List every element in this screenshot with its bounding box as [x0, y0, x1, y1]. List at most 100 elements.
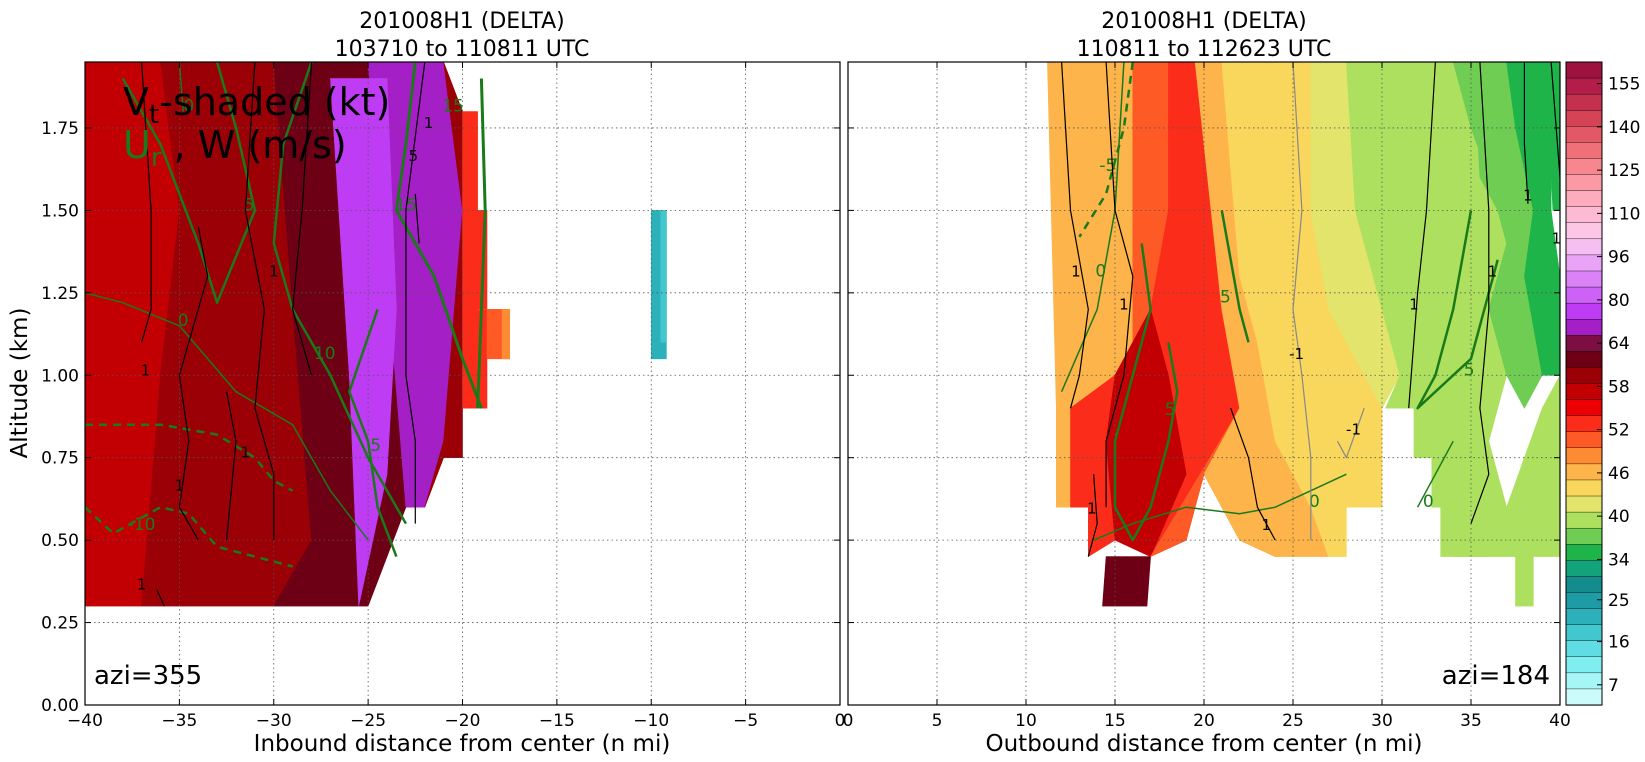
right-xtick-label: 0	[843, 711, 854, 731]
left-xtick-label: 0	[835, 711, 846, 731]
right-vt-region-0	[1047, 62, 1134, 409]
vt-annotation: Vt-shaded (kt)	[123, 80, 390, 130]
colorbar-frame	[1565, 61, 1603, 706]
colorbar-label: 46	[1608, 464, 1630, 484]
left-xtick-label: −30	[256, 711, 292, 731]
colorbar-swatch-6	[1565, 158, 1603, 176]
colorbar-swatch-16	[1565, 319, 1603, 336]
colorbar-swatch-20	[1565, 383, 1603, 401]
left-ur-contour-1	[394, 62, 483, 409]
right-grid	[848, 62, 1560, 705]
colorbar-label: 52	[1608, 421, 1630, 441]
colorbar-swatch-26	[1565, 479, 1603, 497]
vt-subscript: t	[149, 100, 159, 130]
right-w-contour-0	[1061, 62, 1089, 409]
left-ytick-label: 1.00	[41, 366, 79, 386]
left-w-contour-1	[178, 226, 209, 541]
left-ytick-label: 1.50	[41, 201, 79, 221]
left-xtick-label: −15	[539, 711, 575, 731]
colorbar-swatch-27	[1565, 495, 1603, 513]
right-ur-contour-2	[1113, 243, 1179, 542]
left-grid	[85, 62, 840, 705]
ur-symbol: U	[123, 123, 151, 167]
right-ur-contour-0	[1078, 62, 1135, 238]
right-vt-region-1	[1056, 407, 1071, 508]
right-w-contour-2	[1087, 474, 1098, 557]
left-ytick-label: 0.75	[41, 449, 79, 469]
colorbar-swatch-25	[1565, 463, 1603, 481]
right-xtick-label: 15	[1104, 711, 1126, 731]
colorbar-label: 7	[1608, 676, 1619, 696]
left-xtick-label: −10	[633, 711, 669, 731]
colorbar-swatch-8	[1565, 190, 1603, 208]
colorbar-swatch-39	[1565, 688, 1603, 706]
colorbar-swatch-3	[1565, 110, 1603, 127]
colorbar-swatch-35	[1565, 624, 1603, 642]
right-ur-contour-label: -5	[1099, 156, 1116, 176]
right-w-contour-5	[1336, 407, 1365, 459]
left-w-contour-label: 1	[141, 361, 151, 379]
y-axis-label: Altitude (km)	[7, 308, 33, 459]
left-title-line2: 103710 to 110811 UTC	[335, 37, 590, 62]
colorbar-label: 64	[1608, 334, 1630, 354]
right-ur-contour-label: 0	[1095, 261, 1106, 281]
left-ur-contour-label: 5	[370, 436, 381, 456]
left-ur-contour-label: 0	[178, 311, 189, 331]
right-xtick-label: 30	[1371, 711, 1393, 731]
colorbar-label: 155	[1608, 75, 1640, 95]
right-xtick-label: 5	[932, 711, 943, 731]
right-vt-region-5	[1102, 556, 1151, 607]
left-ytick-label: 1.25	[41, 284, 79, 304]
right-xtick-label: 40	[1549, 711, 1571, 731]
right-vt-region-16	[1545, 62, 1560, 211]
left-w-contour-3	[292, 62, 313, 376]
left-w-contour-6	[156, 589, 165, 607]
colorbar-swatch-30	[1565, 544, 1603, 561]
colorbar-swatch-4	[1565, 126, 1603, 143]
colorbar-label: 80	[1608, 291, 1630, 311]
right-w-contour-label: 1	[1119, 295, 1129, 313]
left-ur-contour-label: 0	[183, 96, 194, 116]
left-ytick-label: 1.75	[41, 119, 79, 139]
vt-symbol: V	[123, 80, 149, 124]
colorbar-swatch-29	[1565, 527, 1603, 545]
left-xtick-label: −20	[445, 711, 481, 731]
colorbar-label: 25	[1608, 591, 1630, 611]
left-ur-contour-0	[476, 78, 487, 409]
colorbar-swatch-18	[1565, 351, 1603, 369]
colorbar-swatch-28	[1565, 511, 1603, 529]
colorbar-swatch-10	[1565, 222, 1603, 240]
colorbar-swatch-5	[1565, 142, 1603, 160]
right-title-line2: 110811 to 112623 UTC	[1077, 37, 1332, 62]
left-w-contour-label: 1	[175, 477, 185, 495]
colorbar-swatch-13	[1565, 270, 1603, 288]
left-w-contour-label: 1	[241, 444, 251, 462]
colorbar-swatch-37	[1565, 656, 1603, 674]
colorbar-swatch-34	[1565, 608, 1603, 626]
right-w-contour-7	[1470, 62, 1490, 524]
left-w-contour-label: 1	[424, 114, 434, 132]
left-w-contour-label: 5	[409, 147, 419, 165]
right-w-contour-label: 1	[1523, 186, 1533, 204]
right-w-contour-label: 1	[1552, 229, 1562, 247]
left-azi-label: azi=355	[94, 661, 202, 691]
colorbar-swatch-14	[1565, 286, 1603, 304]
right-ur-contour-label: 5	[1464, 360, 1475, 380]
right-xlabel: Outbound distance from center (n mi)	[986, 731, 1423, 757]
colorbar-swatch-33	[1565, 592, 1603, 610]
colorbar-label: 96	[1608, 248, 1630, 268]
right-xtick-label: 20	[1193, 711, 1215, 731]
colorbar-label: 58	[1608, 377, 1630, 397]
right-ur-contour-label: 5	[1220, 288, 1231, 308]
right-ur-contour-3	[1220, 210, 1250, 343]
left-w-contour-label: 1	[269, 262, 279, 280]
left-ur-contour-label: 5	[244, 195, 255, 215]
right-w-contour-label: -1	[1346, 421, 1361, 439]
colorbar-swatch-12	[1565, 254, 1603, 272]
left-ur-contour-6	[178, 62, 184, 112]
w-label: , W (m/s)	[162, 123, 347, 167]
ur-subscript: r	[151, 143, 162, 173]
